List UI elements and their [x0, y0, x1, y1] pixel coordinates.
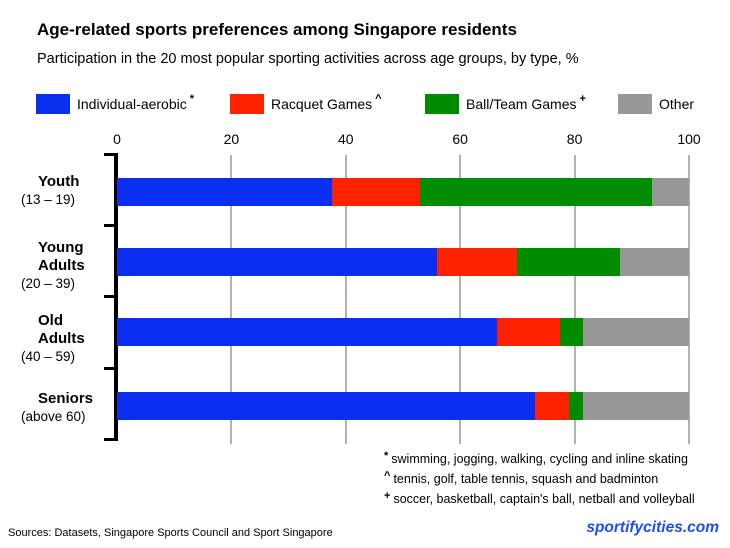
bar-segment-other [620, 248, 689, 276]
gridline-20 [230, 155, 233, 444]
bar-segment-other [583, 318, 689, 346]
chart-title: Age-related sports preferences among Sin… [37, 20, 517, 39]
legend-item-other: Other [618, 92, 694, 116]
category-age-range: (above 60) [21, 409, 86, 424]
category-name: Adults [38, 257, 85, 274]
plus-marker-icon: + [384, 490, 391, 502]
category-age-range: (20 – 39) [21, 276, 76, 291]
legend-swatch-green [425, 94, 459, 114]
bar-segment-ball-team-games [420, 178, 652, 206]
y-axis-tick [104, 153, 118, 156]
category-label: Young Adults (20 – 39) [0, 239, 115, 293]
category-name: Youth [38, 173, 80, 190]
bar-segment-ball-team-games [517, 248, 621, 276]
gridline-60 [459, 155, 462, 444]
category-label: Seniors (above 60) [0, 390, 115, 426]
bar-segment-ball-team-games [560, 318, 584, 346]
x-axis-label-20: 20 [223, 131, 240, 147]
bar-segment-racquet-games [331, 178, 421, 206]
bar-segment-ball-team-games [568, 392, 584, 420]
gridline-40 [344, 155, 347, 444]
gridline-80 [573, 155, 576, 444]
sources-text: Sources: Datasets, Singapore Sports Coun… [8, 527, 333, 539]
y-axis-line [114, 153, 118, 441]
bar-segment-racquet-games [534, 392, 569, 420]
category-name: Old [38, 312, 63, 329]
bar-segment-individual-aerobic [117, 392, 535, 420]
y-axis-tick [104, 295, 118, 298]
bar-row-youth [117, 178, 689, 206]
footnote-text: swimming, jogging, walking, cycling and … [391, 452, 688, 466]
y-axis-tick [104, 438, 118, 441]
x-axis-label-60: 60 [452, 131, 468, 147]
category-name: Young [38, 239, 84, 256]
x-axis-label-80: 80 [566, 131, 583, 147]
bar-row-young-adults [117, 248, 689, 276]
legend-item-racquet-games: Racquet Games ^ [230, 92, 382, 116]
footnote-line: + soccer, basketball, captain's ball, net… [384, 490, 695, 512]
bar-segment-individual-aerobic [117, 318, 498, 346]
y-axis-tick [104, 224, 118, 227]
category-name: Adults [38, 330, 85, 347]
bar-segment-other [583, 392, 689, 420]
legend-item-ball-team-games: Ball/Team Games + [425, 92, 586, 116]
y-axis-tick [104, 367, 118, 370]
caret-marker-icon: ^ [384, 470, 391, 482]
x-axis-label-100: 100 [677, 131, 701, 147]
gridline-100 [688, 155, 690, 444]
legend-item-individual-aerobic: Individual-aerobic * [36, 92, 194, 116]
legend-swatch-blue [36, 94, 70, 114]
footnote-line: * swimming, jogging, walking, cycling and… [384, 450, 695, 472]
bar-segment-other [651, 178, 689, 206]
footnote-line: ^ tennis, golf, table tennis, squash and … [384, 470, 695, 492]
category-name: Seniors [38, 390, 94, 407]
bar-segment-racquet-games [497, 318, 561, 346]
bar-segment-individual-aerobic [117, 248, 438, 276]
category-age-range: (13 – 19) [21, 192, 76, 207]
category-label: Youth (13 – 19) [0, 173, 115, 209]
x-axis-label-40: 40 [338, 131, 354, 147]
footnotes: * swimming, jogging, walking, cycling and… [384, 450, 695, 512]
watermark-link[interactable]: sportifycities.com [586, 519, 719, 536]
bar-segment-racquet-games [437, 248, 518, 276]
legend-label: Racquet Games [271, 96, 373, 112]
asterisk-marker-icon: * [384, 450, 389, 462]
plus-marker-icon: + [579, 93, 586, 105]
footnote-text: tennis, golf, table tennis, squash and b… [393, 472, 659, 486]
legend-swatch-gray [618, 94, 652, 114]
legend-label: Other [659, 96, 695, 112]
category-age-range: (40 – 59) [21, 349, 76, 364]
legend-label: Ball/Team Games [466, 96, 577, 112]
asterisk-marker-icon: * [189, 93, 195, 105]
bar-row-seniors [117, 392, 689, 420]
category-label: Old Adults (40 – 59) [0, 312, 115, 366]
legend: Individual-aerobic * Racquet Games ^ Ball/… [0, 92, 730, 118]
chart-subtitle: Participation in the 20 most popular spo… [37, 51, 579, 67]
bar-row-old-adults [117, 318, 689, 346]
footnote-text: soccer, basketball, captain's ball, netb… [393, 492, 695, 506]
legend-label: Individual-aerobic [77, 96, 187, 112]
bar-segment-individual-aerobic [117, 178, 332, 206]
x-axis-label-0: 0 [113, 131, 121, 147]
caret-marker-icon: ^ [375, 93, 382, 105]
legend-swatch-red [230, 94, 264, 114]
